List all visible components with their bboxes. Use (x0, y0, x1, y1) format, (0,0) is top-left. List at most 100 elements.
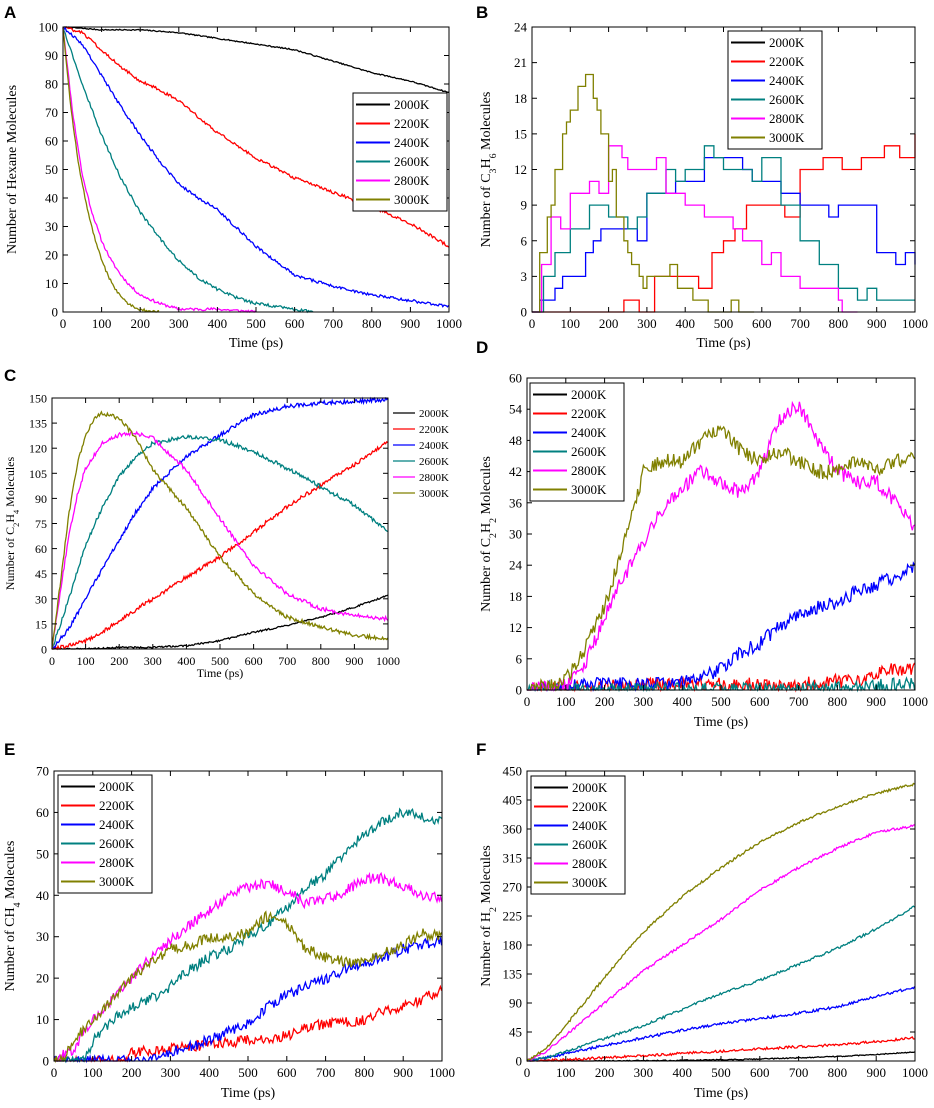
y-tick-label: 70 (36, 764, 49, 779)
series-line-2400k (51, 396, 389, 650)
x-tick-label: 0 (60, 316, 67, 331)
x-tick-label: 400 (177, 654, 195, 668)
y-tick-label: 45 (509, 1025, 522, 1040)
x-tick-label: 600 (277, 1065, 297, 1080)
y-tick-label: 100 (39, 20, 59, 35)
y-tick-label: 48 (509, 433, 522, 448)
legend-label-2000k: 2000K (769, 35, 805, 50)
x-tick-label: 0 (529, 316, 536, 331)
legend-label-2200k: 2200K (419, 424, 449, 436)
y-tick-label: 135 (503, 967, 523, 982)
x-tick-label: 200 (130, 316, 150, 331)
series-line-2800k (62, 27, 256, 314)
y-tick-label: 54 (509, 402, 523, 417)
y-tick-label: 270 (503, 880, 523, 895)
series-line-3000k (62, 27, 160, 313)
y-axis-label: Number of CH4 Molecules (3, 841, 23, 992)
y-tick-label: 3 (521, 269, 528, 284)
y-tick-label: 10 (45, 276, 58, 291)
legend-label-2200k: 2200K (769, 54, 805, 69)
x-tick-label: 200 (110, 654, 128, 668)
panel-letter: B (476, 3, 488, 22)
x-tick-label: 1000 (902, 1065, 928, 1080)
y-tick-label: 30 (45, 219, 58, 234)
y-tick-label: 18 (514, 91, 527, 106)
x-tick-label: 800 (828, 694, 848, 709)
x-tick-label: 600 (285, 316, 305, 331)
y-tick-label: 18 (509, 589, 522, 604)
y-tick-label: 50 (45, 162, 58, 177)
legend-label-3000k: 3000K (572, 875, 608, 890)
x-axis-label: Time (ps) (221, 1086, 276, 1101)
x-tick-label: 800 (312, 654, 330, 668)
legend-label-3000k: 3000K (99, 874, 135, 889)
y-tick-label: 60 (35, 542, 47, 556)
series-line-2800k (532, 145, 858, 313)
y-tick-label: 150 (29, 392, 47, 406)
x-tick-label: 300 (637, 316, 657, 331)
x-tick-label: 700 (789, 1065, 809, 1080)
series-line-2200k (53, 984, 443, 1063)
y-tick-label: 40 (36, 888, 49, 903)
x-tick-label: 100 (77, 654, 95, 668)
y-tick-label: 6 (521, 233, 528, 248)
series-line-2600k (526, 905, 916, 1062)
x-tick-label: 400 (208, 316, 228, 331)
x-tick-label: 400 (672, 694, 692, 709)
y-axis-label: Number of Hexane Molecules (5, 85, 20, 254)
series-line-2600k (532, 145, 915, 313)
x-tick-label: 600 (750, 694, 770, 709)
y-tick-label: 36 (509, 495, 523, 510)
x-tick-label: 200 (595, 694, 615, 709)
y-tick-label: 24 (514, 20, 528, 35)
x-tick-label: 100 (556, 694, 576, 709)
x-tick-label: 900 (393, 1065, 413, 1080)
y-tick-label: 90 (509, 996, 522, 1011)
series-line-2800k (53, 871, 443, 1062)
legend-box (352, 92, 448, 212)
x-tick-label: 800 (828, 1065, 848, 1080)
series-line-2800k (527, 400, 915, 692)
y-tick-label: 60 (509, 371, 522, 386)
x-tick-label: 400 (199, 1065, 219, 1080)
x-tick-label: 800 (355, 1065, 375, 1080)
x-tick-label: 700 (316, 1065, 336, 1080)
x-tick-label: 100 (556, 1065, 576, 1080)
x-tick-label: 300 (161, 1065, 181, 1080)
series-line-3000k (526, 782, 915, 1062)
x-tick-label: 900 (866, 694, 886, 709)
x-tick-label: 600 (750, 1065, 770, 1080)
legend-label-2600k: 2600K (769, 92, 805, 107)
x-tick-label: 500 (714, 316, 734, 331)
x-tick-label: 100 (561, 316, 581, 331)
x-tick-label: 700 (323, 316, 343, 331)
series-line-3000k (532, 73, 755, 313)
y-tick-label: 12 (514, 162, 527, 177)
legend-label-3000k: 3000K (769, 130, 805, 145)
y-tick-label: 20 (36, 971, 49, 986)
legend-box (530, 775, 626, 895)
y-tick-label: 0 (516, 1054, 523, 1069)
series-line-3000k (51, 410, 389, 650)
x-tick-label: 0 (51, 1065, 58, 1080)
y-tick-label: 90 (35, 492, 47, 506)
panel-b: B 0 100 200 300 400 500 600 700 800 900 1000 0 3 6 9 12 1… (476, 3, 928, 351)
legend-label-2800k: 2800K (419, 472, 449, 484)
legend-label-2800k: 2800K (394, 173, 430, 188)
y-tick-label: 15 (35, 617, 47, 631)
y-tick-label: 24 (509, 558, 523, 573)
legend-label-2600k: 2600K (572, 837, 608, 852)
y-tick-label: 70 (45, 105, 58, 120)
x-tick-label: 900 (401, 316, 421, 331)
series-line-2600k (62, 27, 314, 314)
y-tick-label: 15 (514, 126, 527, 141)
y-tick-label: 180 (503, 938, 523, 953)
y-tick-label: 21 (514, 55, 527, 70)
y-tick-label: 135 (29, 417, 47, 431)
y-tick-label: 6 (516, 651, 523, 666)
legend-label-2800k: 2800K (99, 855, 135, 870)
legend-label-2400k: 2400K (769, 73, 805, 88)
legend-box (57, 774, 153, 894)
x-tick-label: 900 (866, 1065, 886, 1080)
